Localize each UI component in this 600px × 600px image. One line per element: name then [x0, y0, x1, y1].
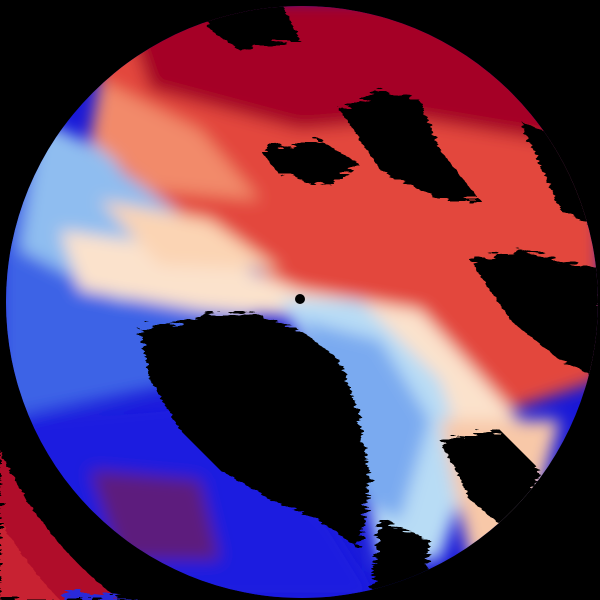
radar-site-marker — [295, 294, 305, 304]
outer-ring-fragment — [0, 450, 140, 600]
